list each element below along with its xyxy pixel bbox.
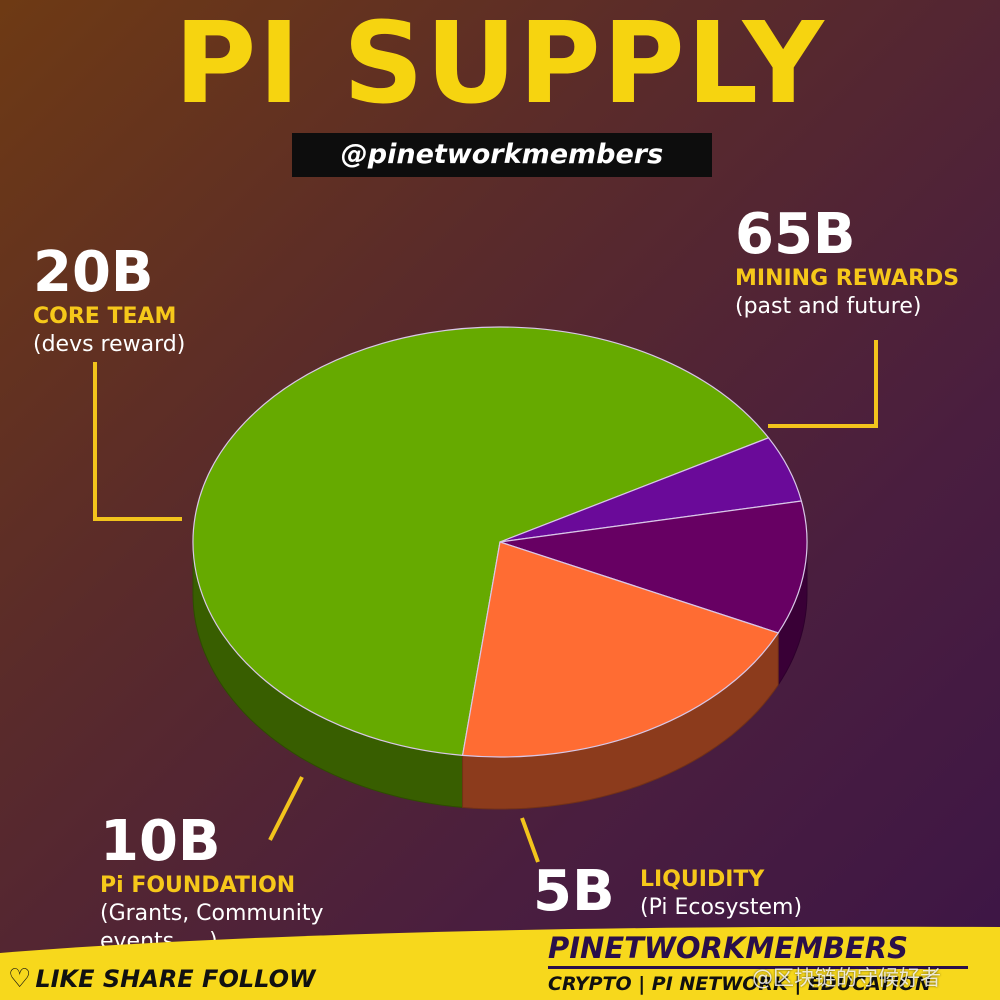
liquidity-category: LIQUIDITY [640, 867, 765, 892]
footer-banner [0, 926, 1000, 1000]
leader-lines [93, 340, 878, 863]
leader-line-foundation [268, 776, 304, 841]
brand-tagline: CRYPTO | PI NETWORK | EDUCATION [548, 973, 931, 995]
brand-divider [548, 966, 968, 969]
leader-line-liquidity [520, 817, 540, 863]
liquidity-amount: 5B [533, 859, 615, 924]
foundation-detail-1: (Grants, Community [100, 901, 324, 926]
label-core-team: 20B CORE TEAM (devs reward) [33, 243, 185, 359]
core-amount: 20B [33, 240, 154, 305]
brand-name: PINETWORKMEMBERS [548, 931, 909, 965]
follow-text: LIKE SHARE FOLLOW [35, 965, 316, 993]
foundation-category: Pi FOUNDATION [100, 873, 296, 898]
page-title: PI SUPPLY [174, 0, 826, 129]
core-category: CORE TEAM [33, 304, 177, 329]
mining-amount: 65B [735, 202, 856, 267]
social-handle: @pinetworkmembers [292, 133, 712, 177]
mining-category: MINING REWARDS [735, 266, 960, 291]
liquidity-detail: (Pi Ecosystem) [640, 895, 803, 920]
watermark: @区块链的守候好者 [752, 966, 941, 990]
heart-icon: ♡ [8, 964, 32, 994]
mining-detail: (past and future) [735, 294, 922, 319]
core-detail: (devs reward) [33, 332, 186, 357]
leader-line-mining [768, 340, 878, 428]
pie-slice-foundation [499, 500, 808, 634]
pie-slices [192, 326, 808, 758]
label-mining-rewards: 65B MINING REWARDS (past and future) [735, 205, 959, 321]
leader-line-core [93, 362, 182, 521]
brand-block: PINETWORKMEMBERS CRYPTO | PI NETWORK | E… [548, 930, 998, 997]
pie-slice-mining [192, 326, 770, 757]
follow-cta[interactable]: ♡ LIKE SHARE FOLLOW [8, 962, 315, 996]
pie-slice-core [461, 541, 780, 758]
foundation-amount: 10B [100, 809, 221, 874]
label-liquidity-amount: 5B [533, 862, 615, 922]
label-liquidity: LIQUIDITY (Pi Ecosystem) [640, 866, 802, 922]
